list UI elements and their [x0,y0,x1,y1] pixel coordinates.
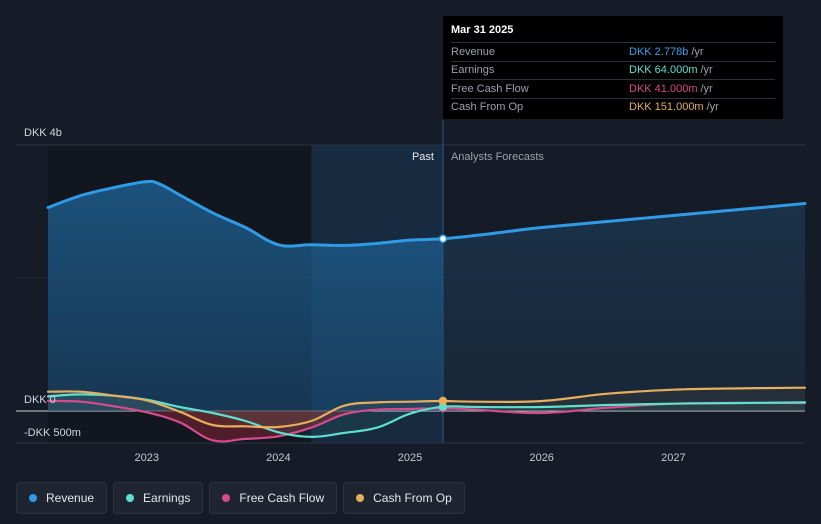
y-axis-label: -DKK 500m [24,427,81,439]
cash-from-op-line [46,386,807,429]
tooltip-unit: /yr [691,45,704,58]
legend-label: Earnings [143,491,191,505]
tooltip-label: Earnings [451,64,495,77]
free-cash-flow-dot-icon [222,494,231,502]
tooltip-row-free-cash-flow: Free Cash Flow DKK 41.000m /yr [451,79,775,98]
cash-from-op-dot-icon [356,494,365,502]
tooltip-label: Cash From Op [451,101,524,114]
tooltip-row-earnings: Earnings DKK 64.000m /yr [451,60,775,80]
tooltip-value: DKK 41.000m [629,82,698,95]
x-tick-label: 2024 [266,452,290,464]
tooltip-unit: /yr [700,82,713,95]
legend-item-earnings[interactable]: Earnings [113,482,204,514]
revenue-dot-icon [29,494,37,502]
tooltip-value: DKK 64.000m [629,64,698,77]
chart: DKK 4b DKK 0 -DKK 500m 2023 2024 2025 2026 2027… [16,120,807,464]
tooltip: Mar 31 2025 Revenue DKK 2.778b /yr Earni… [443,16,783,119]
legend-label: Cash From Op [373,491,452,505]
cash-from-op-marker [438,396,448,406]
legend: Revenue Earnings Free Cash Flow Cash Fro… [16,482,465,514]
tooltip-label: Revenue [451,45,496,58]
revenue-line [46,179,807,248]
x-tick-label: 2025 [398,452,422,464]
tooltip-value: DKK 151.000m [629,101,704,114]
x-tick-label: 2023 [134,452,158,464]
forecast-label: Analysts Forecasts [451,151,544,163]
legend-item-cash-from-op[interactable]: Cash From Op [343,482,465,514]
legend-label: Revenue [46,491,95,505]
free-cash-flow-line [46,399,807,443]
tooltip-row-revenue: Revenue DKK 2.778b /yr [451,42,775,61]
tooltip-unit: /yr [706,101,719,114]
x-tick-label: 2027 [661,452,685,464]
revenue-area-past [48,181,443,411]
tooltip-date: Mar 31 2025 [451,24,514,36]
y-axis-label: DKK 4b [24,127,62,139]
tooltip-label: Free Cash Flow [451,82,529,95]
legend-item-free-cash-flow[interactable]: Free Cash Flow [209,482,338,514]
past-label: Past [412,151,434,163]
legend-item-revenue[interactable]: Revenue [16,482,108,514]
tooltip-unit: /yr [700,64,713,77]
tooltip-row-cash-from-op: Cash From Op DKK 151.000m /yr [451,97,775,117]
earnings-dot-icon [126,494,135,502]
legend-label: Free Cash Flow [239,491,325,505]
y-axis-label: DKK 0 [24,394,56,406]
revenue-marker [438,234,448,244]
tooltip-value: DKK 2.778b [629,45,689,58]
x-tick-label: 2026 [529,452,553,464]
